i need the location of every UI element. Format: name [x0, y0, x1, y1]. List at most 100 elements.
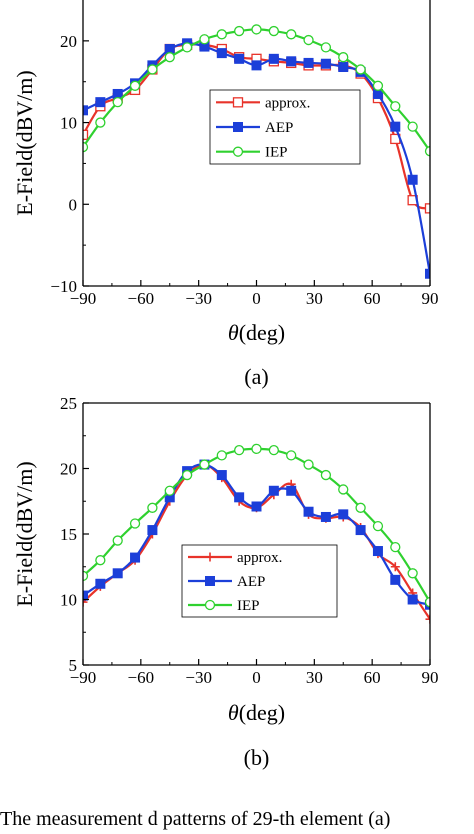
y-axis-title: E-Field(dBV/m) [12, 70, 37, 215]
legend-marker [205, 552, 215, 562]
legend-label: IEP [265, 145, 288, 161]
y-tick-label: 10 [60, 114, 77, 133]
x-tick-label: 0 [252, 289, 261, 308]
x-tick-label: 60 [364, 289, 381, 308]
y-tick-label: 10 [60, 591, 77, 610]
data-point [407, 121, 418, 132]
y-tick-label: 5 [69, 656, 78, 675]
y-tick-label: 15 [60, 525, 77, 544]
data-point [216, 470, 227, 481]
series-iep [83, 24, 430, 157]
data-point [424, 146, 430, 157]
data-point [390, 562, 400, 572]
data-point [83, 597, 88, 607]
data-point [233, 25, 245, 37]
data-point [83, 141, 89, 153]
data-point [251, 24, 262, 35]
data-point [199, 34, 210, 45]
x-axis-title: θ(deg) [228, 320, 285, 345]
data-point [372, 546, 383, 557]
x-tick-label: 0 [252, 668, 261, 687]
data-point [390, 541, 401, 553]
data-point [286, 56, 297, 67]
data-point [268, 485, 279, 496]
data-point [112, 535, 123, 546]
x-tick-label: 30 [306, 289, 323, 308]
data-point [112, 568, 123, 579]
data-point [355, 64, 366, 75]
data-point [147, 525, 158, 536]
data-point [286, 450, 297, 461]
data-point [286, 29, 297, 40]
data-point [320, 511, 331, 522]
panel-label: (a) [244, 364, 268, 389]
data-point [286, 485, 297, 496]
data-point [355, 502, 366, 513]
data-point [338, 52, 349, 63]
legend-label: AEP [237, 574, 265, 590]
panel-label: (b) [244, 745, 270, 770]
data-point [338, 484, 349, 495]
x-tick-label: 90 [422, 289, 439, 308]
legend-label: IEP [237, 598, 260, 614]
data-point [147, 64, 158, 75]
data-point [83, 129, 89, 140]
data-point [425, 268, 430, 279]
data-point [83, 590, 88, 601]
data-point [303, 459, 314, 470]
data-point [268, 53, 279, 64]
data-point [390, 121, 401, 132]
y-tick-label: 20 [60, 460, 77, 479]
data-point [372, 520, 384, 532]
x-tick-label: 90 [422, 668, 439, 687]
data-point [95, 117, 106, 128]
x-axis-title: θ(deg) [228, 700, 285, 725]
data-point [268, 445, 280, 456]
data-point [181, 42, 193, 53]
legend-label: approx. [237, 550, 282, 566]
data-point [129, 80, 141, 91]
data-point [83, 105, 88, 116]
data-point [234, 53, 245, 64]
y-tick-label: 20 [60, 32, 77, 51]
chart-panel-a: −90 −60 −30 0 30 60 90 −10 0 10 20 θ(deg) E-Field(dB… [12, 0, 439, 389]
data-point [95, 555, 106, 566]
data-point [199, 459, 210, 470]
data-point [164, 52, 175, 63]
data-point [355, 525, 366, 536]
data-point [320, 469, 332, 481]
data-point [424, 596, 430, 608]
x-tick-label: −60 [128, 289, 155, 308]
data-point [83, 570, 89, 582]
figure-caption: The measurement d patterns of 29-th elem… [0, 808, 391, 830]
legend: approx. AEP IEP [181, 544, 338, 618]
data-point [251, 60, 262, 71]
x-tick-label: 30 [306, 668, 323, 687]
x-tick-label: −30 [185, 668, 212, 687]
data-point [181, 469, 193, 481]
y-tick-label: 25 [60, 394, 77, 413]
legend-marker [205, 576, 215, 586]
data-point [338, 509, 349, 520]
data-point [216, 48, 227, 59]
data-point [407, 568, 418, 579]
legend-marker [232, 97, 244, 108]
y-tick-label: 0 [69, 195, 78, 214]
data-point [320, 42, 332, 53]
x-tick-label: −90 [70, 668, 97, 687]
data-point [216, 450, 227, 461]
series-iep [83, 443, 430, 608]
x-tick-label: 60 [364, 668, 381, 687]
data-point [164, 485, 175, 496]
data-point [425, 614, 430, 624]
data-point [251, 501, 262, 512]
data-point [390, 574, 401, 585]
data-point [95, 578, 106, 589]
data-point [338, 62, 349, 73]
data-point [424, 203, 430, 214]
legend-marker [204, 599, 216, 611]
legend-label: approx. [265, 95, 310, 111]
y-tick-label: −10 [50, 277, 77, 296]
data-point [216, 29, 227, 40]
